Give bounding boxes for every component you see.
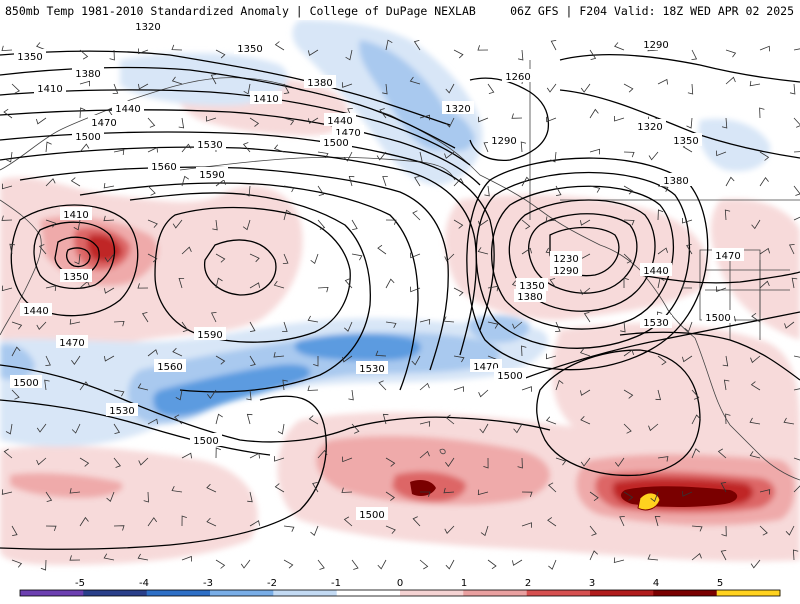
contour-label: 1530	[643, 318, 668, 329]
colorbar-tick-label: -3	[203, 578, 213, 589]
negative-anomaly-gulf-max	[295, 334, 421, 361]
contour-label: 1440	[115, 104, 140, 115]
colorbar-swatch	[20, 590, 84, 596]
contour-label: 1440	[643, 266, 668, 277]
contour-label: 1290	[491, 136, 516, 147]
contour-label: 1530	[109, 406, 134, 417]
contour-label: 1590	[199, 170, 224, 181]
colorbar-swatches	[20, 590, 781, 596]
colorbar-swatch	[527, 590, 591, 596]
contour-label: 1350	[63, 272, 88, 283]
colorbar-swatch	[590, 590, 654, 596]
colorbar-swatch	[463, 590, 527, 596]
valid-time-title: 06Z GFS | F204 Valid: 18Z WED APR 02 202…	[510, 4, 794, 18]
contour-label: 1500	[75, 132, 100, 143]
contour-label: 1350	[17, 52, 42, 63]
colorbar-swatch	[83, 590, 147, 596]
colorbar-tick-label: 3	[589, 578, 595, 589]
contour-label: 1410	[253, 94, 278, 105]
contour-label: 1380	[663, 176, 688, 187]
colorbar-swatch	[337, 590, 401, 596]
contour-label: 1560	[157, 362, 182, 373]
colorbar-tick-label: -5	[75, 578, 85, 589]
contour-label: 1470	[91, 118, 116, 129]
contour-label: 1500	[705, 313, 730, 324]
contour-label: 1500	[323, 138, 348, 149]
contour-label: 1470	[715, 251, 740, 262]
contour-label: 1530	[359, 364, 384, 375]
contour-label: 1320	[445, 104, 470, 115]
colorbar-swatch	[717, 590, 781, 596]
colorbar: -5 -4 -3 -2 -1 0 1 2 3 4 5	[0, 575, 800, 600]
contour-label: 1560	[151, 162, 176, 173]
colorbar-tick-label: 4	[653, 578, 659, 589]
colorbar-swatch	[210, 590, 274, 596]
contour-label: 1500	[193, 436, 218, 447]
anomaly-map: 1320 1350 1380 1410 1440 1470 1500 1530 …	[0, 20, 800, 575]
colorbar-tick-label: 2	[525, 578, 531, 589]
contour-label: 1320	[637, 122, 662, 133]
contour-label: 1380	[75, 69, 100, 80]
contour-label: 1410	[63, 210, 88, 221]
contour-label: 1410	[37, 84, 62, 95]
colorbar-swatch	[400, 590, 464, 596]
header: 850mb Temp 1981-2010 Standardized Anomal…	[0, 0, 800, 20]
product-title: 850mb Temp 1981-2010 Standardized Anomal…	[5, 4, 476, 18]
colorbar-swatch	[653, 590, 717, 596]
contour-label: 1530	[197, 140, 222, 151]
colorbar-tick-label: 1	[461, 578, 467, 589]
colorbar-tick-label: 0	[397, 578, 403, 589]
contour-label: 1290	[643, 40, 668, 51]
colorbar-tick-label: 5	[717, 578, 723, 589]
contour-label: 1290	[553, 266, 578, 277]
contour-label: 1320	[135, 22, 160, 33]
contour-label: 1260	[505, 72, 530, 83]
contour-label: 1350	[237, 44, 262, 55]
colorbar-swatch	[147, 590, 211, 596]
contour-label: 1380	[307, 78, 332, 89]
contour-label: 1440	[23, 306, 48, 317]
colorbar-ticks: -5 -4 -3 -2 -1 0 1 2 3 4 5	[75, 578, 723, 589]
colorbar-tick-label: -1	[331, 578, 341, 589]
contour-label: 1590	[197, 330, 222, 341]
contour-label: 1500	[13, 378, 38, 389]
colorbar-graphic: -5 -4 -3 -2 -1 0 1 2 3 4 5	[0, 575, 800, 600]
contour-label: 1470	[59, 338, 84, 349]
colorbar-tick-label: -4	[139, 578, 149, 589]
colorbar-tick-label: -2	[267, 578, 277, 589]
colorbar-swatch	[273, 590, 337, 596]
contour-label: 1500	[359, 510, 384, 521]
contour-label: 1350	[673, 136, 698, 147]
contour-label: 1380	[517, 292, 542, 303]
contour-label: 1500	[497, 371, 522, 382]
